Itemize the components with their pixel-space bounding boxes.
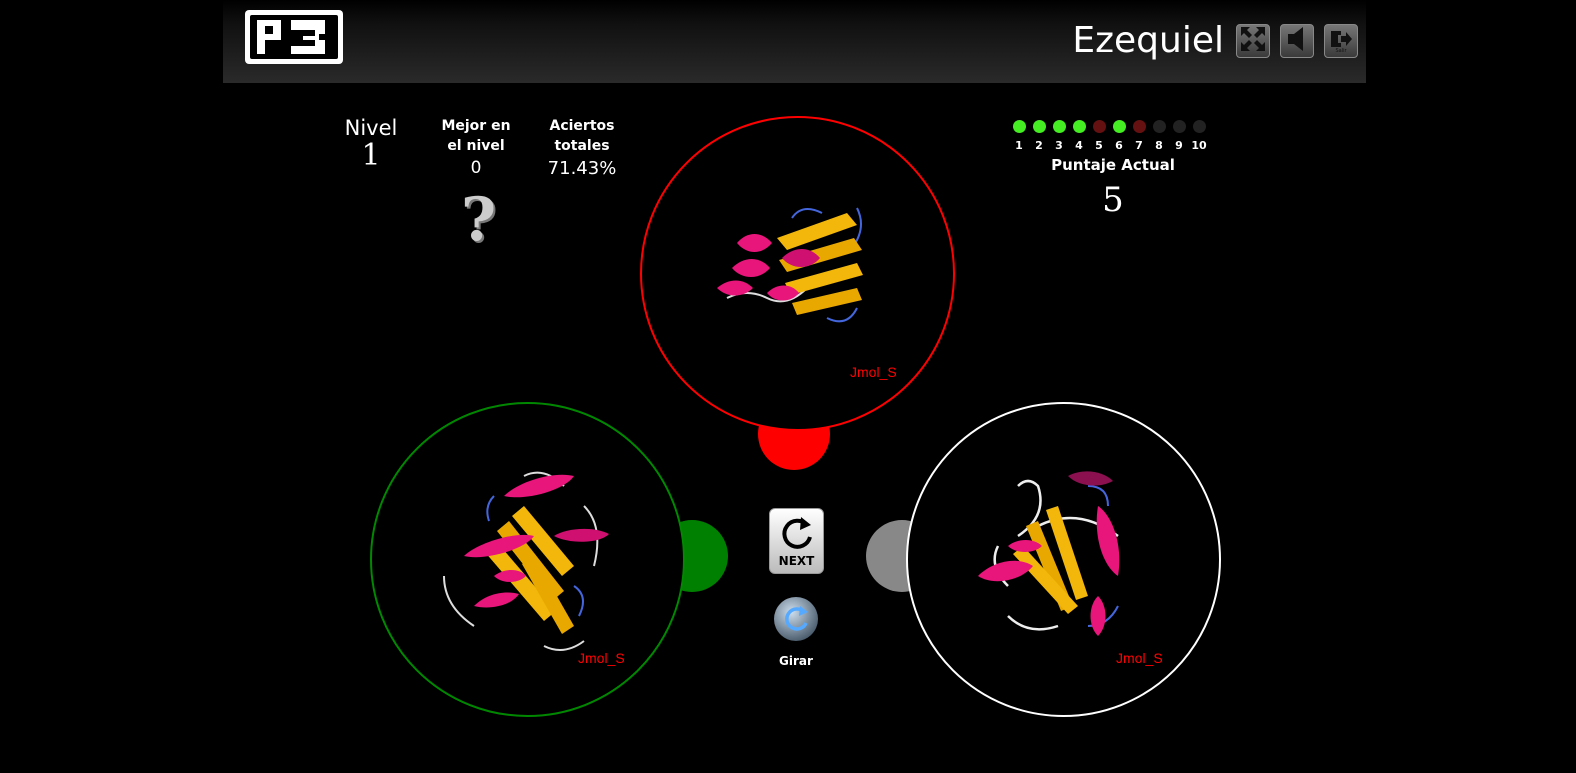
rotate-label: Girar — [779, 654, 813, 668]
fullscreen-icon — [1239, 25, 1267, 57]
protein-structure-top — [717, 207, 863, 323]
exit-icon: Salir — [1329, 29, 1353, 54]
sound-button[interactable] — [1280, 24, 1314, 58]
round-dot-4 — [1073, 120, 1086, 133]
score-label: Puntaje Actual — [1051, 156, 1175, 174]
level-stat: Nivel 1 — [330, 116, 412, 174]
refresh-arrow-icon — [777, 517, 817, 557]
fullscreen-button[interactable] — [1236, 24, 1270, 58]
round-dot-3 — [1053, 120, 1066, 133]
best-label: Mejor en el nivel — [441, 118, 511, 154]
exit-label: Salir — [1335, 47, 1347, 54]
round-dot-1 — [1013, 120, 1026, 133]
total-label: Aciertos totales — [549, 118, 615, 154]
top-bar: Ezequiel Salir — [223, 0, 1366, 83]
help-question-mark[interactable]: ? — [461, 185, 497, 255]
round-number: 4 — [1075, 139, 1083, 152]
jmol-label-left: Jmol_S — [578, 650, 625, 666]
protein-structure-right — [978, 471, 1120, 636]
exit-button[interactable]: Salir — [1324, 24, 1358, 58]
total-value: 71.43% — [547, 158, 617, 179]
username: Ezequiel — [1072, 20, 1224, 61]
total-stat: Aciertos totales 71.43% — [536, 116, 628, 179]
round-number: 6 — [1115, 139, 1123, 152]
best-stat: Mejor en el nivel 0 — [426, 116, 526, 178]
round-number: 9 — [1175, 139, 1183, 152]
level-value: 1 — [361, 138, 381, 173]
next-label: NEXT — [778, 554, 815, 568]
round-dot-5 — [1093, 120, 1106, 133]
rotate-icon — [774, 606, 818, 645]
next-button[interactable]: NEXT — [769, 508, 824, 574]
round-number: 5 — [1095, 139, 1103, 152]
top-molecule-viewer[interactable]: Jmol_S — [640, 116, 955, 431]
round-number: 3 — [1055, 139, 1063, 152]
right-molecule-viewer[interactable]: Jmol_S — [906, 402, 1221, 717]
jmol-label-right: Jmol_S — [1116, 650, 1163, 666]
round-dot-7 — [1133, 120, 1146, 133]
round-number: 7 — [1135, 139, 1143, 152]
rotate-button[interactable] — [774, 597, 818, 641]
level-label: Nivel — [344, 116, 398, 140]
round-dot-10 — [1193, 120, 1206, 133]
round-number: 8 — [1155, 139, 1163, 152]
speaker-icon — [1285, 26, 1309, 56]
round-dot-6 — [1113, 120, 1126, 133]
round-number: 1 — [1015, 139, 1023, 152]
round-number: 10 — [1191, 139, 1207, 152]
round-dot-9 — [1173, 120, 1186, 133]
jmol-label-top: Jmol_S — [850, 364, 897, 380]
round-dot-8 — [1153, 120, 1166, 133]
protein-structure-left — [443, 471, 609, 651]
best-value: 0 — [470, 158, 482, 178]
p3-logo — [243, 8, 345, 70]
round-dot-2 — [1033, 120, 1046, 133]
score-value: 5 — [1102, 180, 1124, 220]
left-molecule-viewer[interactable]: Jmol_S — [370, 402, 685, 717]
round-number: 2 — [1035, 139, 1043, 152]
